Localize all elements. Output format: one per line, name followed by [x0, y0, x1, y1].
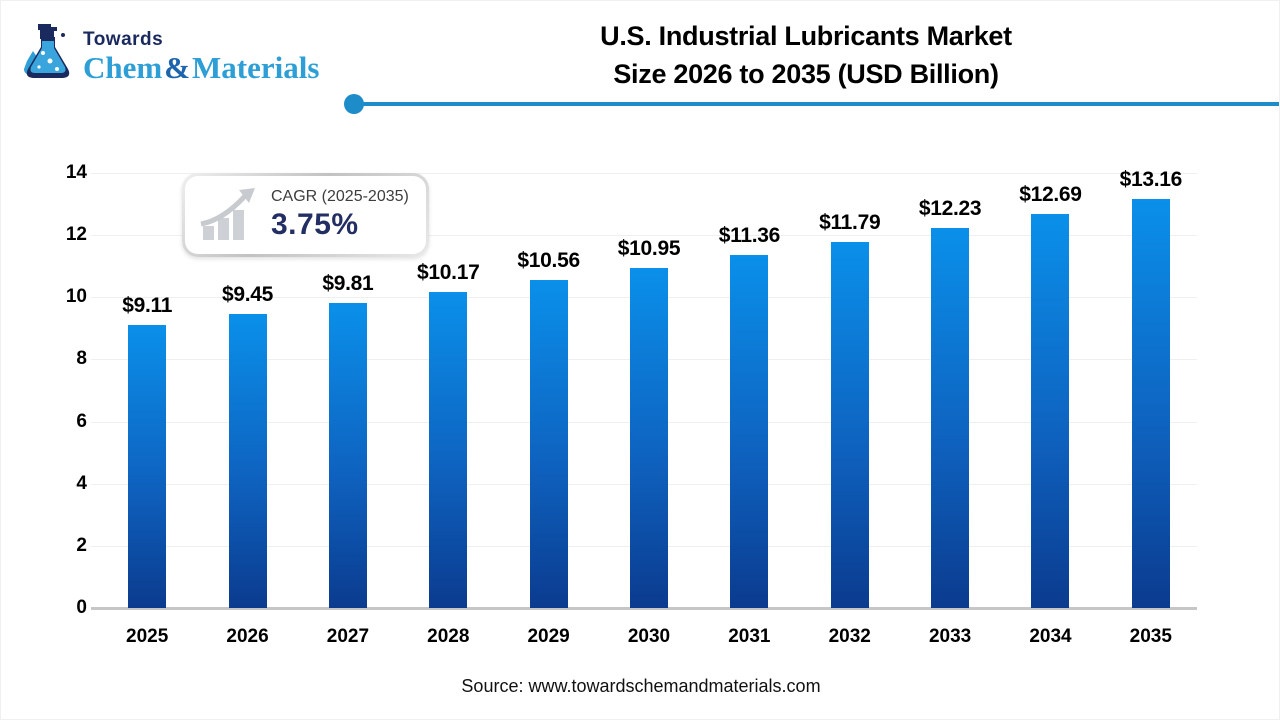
- y-axis-tick-2: 2: [76, 534, 87, 556]
- growth-chart-icon: [200, 188, 255, 240]
- bar-2033: [931, 228, 970, 608]
- bar-2030: [630, 267, 668, 608]
- bar-2027: [328, 303, 367, 608]
- x-axis-tick-2027: 2027: [326, 626, 370, 647]
- y-axis-tick-14: 14: [65, 162, 87, 183]
- brand-towards-label: Towards: [83, 29, 164, 50]
- x-axis-tick-2033: 2033: [928, 626, 972, 647]
- bar-value-label-2033: $12.23: [918, 197, 982, 220]
- x-axis-tick-2029: 2029: [527, 626, 570, 647]
- y-axis-tick-0: 0: [76, 597, 87, 618]
- bar-value-label-2026: $9.45: [222, 283, 274, 307]
- gridline-12: [91, 235, 1197, 237]
- bar-2025: [128, 324, 167, 608]
- x-axis-tick-2034: 2034: [1029, 626, 1072, 647]
- brand-ampersand: &: [164, 50, 191, 85]
- cagr-value: 3.75%: [271, 208, 359, 241]
- y-axis-tick-4: 4: [76, 472, 87, 494]
- brand-logo: Towards Chem&Materials: [19, 23, 319, 85]
- y-axis-tick-6: 6: [76, 410, 87, 432]
- bar-value-label-2035: $13.16: [1119, 168, 1183, 192]
- bar-value-label-2034: $12.69: [1019, 182, 1082, 206]
- bar-value-label-2032: $11.79: [819, 210, 881, 234]
- chart-title-line1: U.S. Industrial Lubricants Market: [600, 21, 1012, 51]
- bar-2029: [529, 279, 568, 608]
- bar-2035: [1131, 199, 1170, 608]
- chart-title-line2: Size 2026 to 2035 (USD Billion): [613, 59, 999, 89]
- bar-value-label-2029: $10.56: [517, 248, 580, 272]
- x-axis-tick-2032: 2032: [828, 626, 871, 647]
- brand-name-label: Chem&Materials: [83, 52, 319, 83]
- cagr-badge-inner: CAGR (2025-2035) 3.75%: [185, 176, 426, 254]
- cagr-texts: CAGR (2025-2035) 3.75%: [271, 188, 409, 242]
- y-axis-tick-8: 8: [76, 348, 87, 370]
- x-axis-tick-2028: 2028: [427, 626, 470, 647]
- x-axis-tick-2035: 2035: [1129, 626, 1172, 647]
- source-text: Source: www.towardschemandmaterials.com: [461, 676, 821, 696]
- flask-icon: [24, 24, 70, 78]
- x-axis-tick-2030: 2030: [627, 626, 671, 647]
- y-axis-tick-12: 12: [65, 224, 87, 246]
- bar-value-label-2027: $9.81: [322, 272, 374, 296]
- bar-2034: [1031, 213, 1070, 608]
- bar-value-label-2025: $9.11: [122, 293, 173, 317]
- chart-title: U.S. Industrial Lubricants Market Size 2…: [441, 17, 1171, 93]
- gridline-14: [91, 173, 1197, 174]
- brand-chem: Chem: [83, 50, 163, 85]
- bar-2026: [228, 314, 267, 608]
- x-axis-tick-2025: 2025: [126, 626, 169, 647]
- y-axis-tick-10: 10: [65, 286, 87, 308]
- title-underline-dot: [344, 94, 364, 114]
- bar-value-label-2028: $10.17: [417, 261, 480, 285]
- bar-value-label-2030: $10.95: [617, 236, 681, 260]
- x-axis-tick-2026: 2026: [226, 626, 269, 647]
- bar-value-label-2031: $11.36: [718, 224, 781, 248]
- x-axis-tick-2031: 2031: [728, 626, 771, 647]
- cagr-badge: CAGR (2025-2035) 3.75%: [182, 173, 429, 257]
- cagr-label: CAGR (2025-2035): [271, 188, 409, 205]
- bar-chart: 0 2 4 6 8 10 12 14 $9.11 2025 $9.45 2026 $9.81 2027 $1…: [1, 162, 1279, 647]
- brand-logo-text: Towards Chem&Materials: [83, 30, 319, 85]
- bar-2032: [830, 241, 869, 608]
- bar-2031: [730, 255, 769, 608]
- x-axis-line: [91, 607, 1197, 610]
- brand-materials: Materials: [192, 50, 320, 85]
- title-underline: [344, 94, 1279, 114]
- bar-2028: [429, 292, 468, 608]
